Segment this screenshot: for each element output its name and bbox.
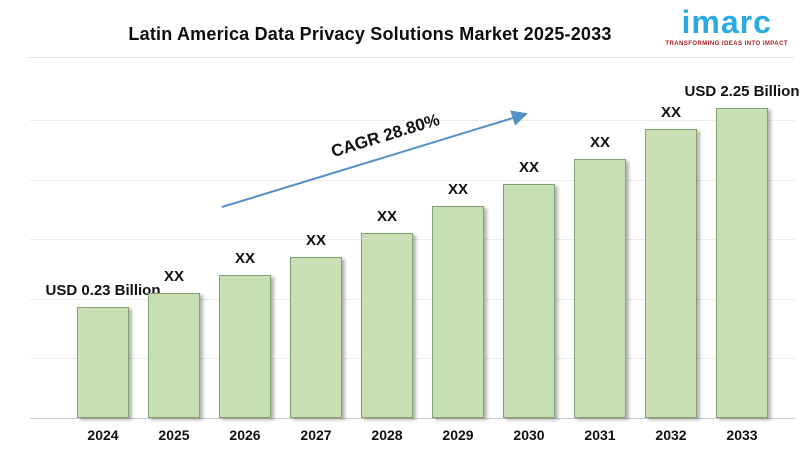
- imarc-logo: imarc TRANSFORMING IDEAS INTO IMPACT: [665, 4, 788, 47]
- bar-value-label-2024: USD 0.23 Billion: [45, 282, 161, 299]
- bar-series: USD 0.23 Billion 2024 XX 2025 XX 2026 XX 2027 XX…: [45, 0, 799, 443]
- bar-2028: [361, 233, 413, 418]
- x-axis-label-2026: 2026: [229, 427, 261, 443]
- x-axis-label-2028: 2028: [371, 427, 403, 443]
- bar-value-label-2027: XX: [305, 232, 326, 249]
- bar-2030: [503, 184, 555, 418]
- bar-value-label-2028: XX: [376, 208, 397, 225]
- bar-value-label-2029: XX: [447, 181, 468, 198]
- bar-column-2031: XX 2031: [574, 134, 626, 443]
- x-axis-label-2030: 2030: [513, 427, 545, 443]
- x-axis-label-2029: 2029: [442, 427, 474, 443]
- bar-column-2027: XX 2027: [290, 232, 342, 443]
- header-divider: [28, 57, 794, 58]
- imarc-logo-text: imarc: [681, 4, 772, 40]
- bar-2024: [77, 307, 129, 418]
- chart-title: Latin America Data Privacy Solutions Mar…: [128, 24, 612, 44]
- bar-column-2029: XX 2029: [432, 181, 484, 443]
- bar-column-2030: XX 2030: [503, 159, 555, 443]
- bar-2032: [645, 129, 697, 418]
- x-axis-label-2027: 2027: [300, 427, 332, 443]
- bar-value-label-2032: XX: [660, 104, 681, 121]
- bar-value-label-2033: USD 2.25 Billion: [684, 83, 800, 100]
- imarc-logo-tagline: TRANSFORMING IDEAS INTO IMPACT: [665, 40, 788, 47]
- bar-2031: [574, 159, 626, 418]
- bar-column-2026: XX 2026: [219, 250, 271, 443]
- bar-value-label-2025: XX: [163, 268, 184, 285]
- bar-value-label-2026: XX: [234, 250, 255, 267]
- bar-value-label-2031: XX: [589, 134, 610, 151]
- bar-value-label-2030: XX: [518, 159, 539, 176]
- x-axis-label-2025: 2025: [158, 427, 190, 443]
- x-axis-label-2033: 2033: [726, 427, 758, 443]
- bar-2029: [432, 206, 484, 418]
- bar-column-2025: XX 2025: [148, 268, 200, 443]
- bar-2033: [716, 108, 768, 418]
- x-axis-line: [30, 418, 795, 419]
- bar-2027: [290, 257, 342, 418]
- bar-2026: [219, 275, 271, 418]
- bar-column-2033: USD 2.25 Billion 2033: [684, 83, 799, 443]
- x-axis-label-2024: 2024: [87, 427, 119, 443]
- bar-2025: [148, 293, 200, 418]
- bar-column-2028: XX 2028: [361, 208, 413, 443]
- bar-column-2024: USD 0.23 Billion 2024: [45, 282, 160, 443]
- x-axis-label-2032: 2032: [655, 427, 687, 443]
- x-axis-label-2031: 2031: [584, 427, 616, 443]
- bar-column-2032: XX 2032: [645, 104, 697, 443]
